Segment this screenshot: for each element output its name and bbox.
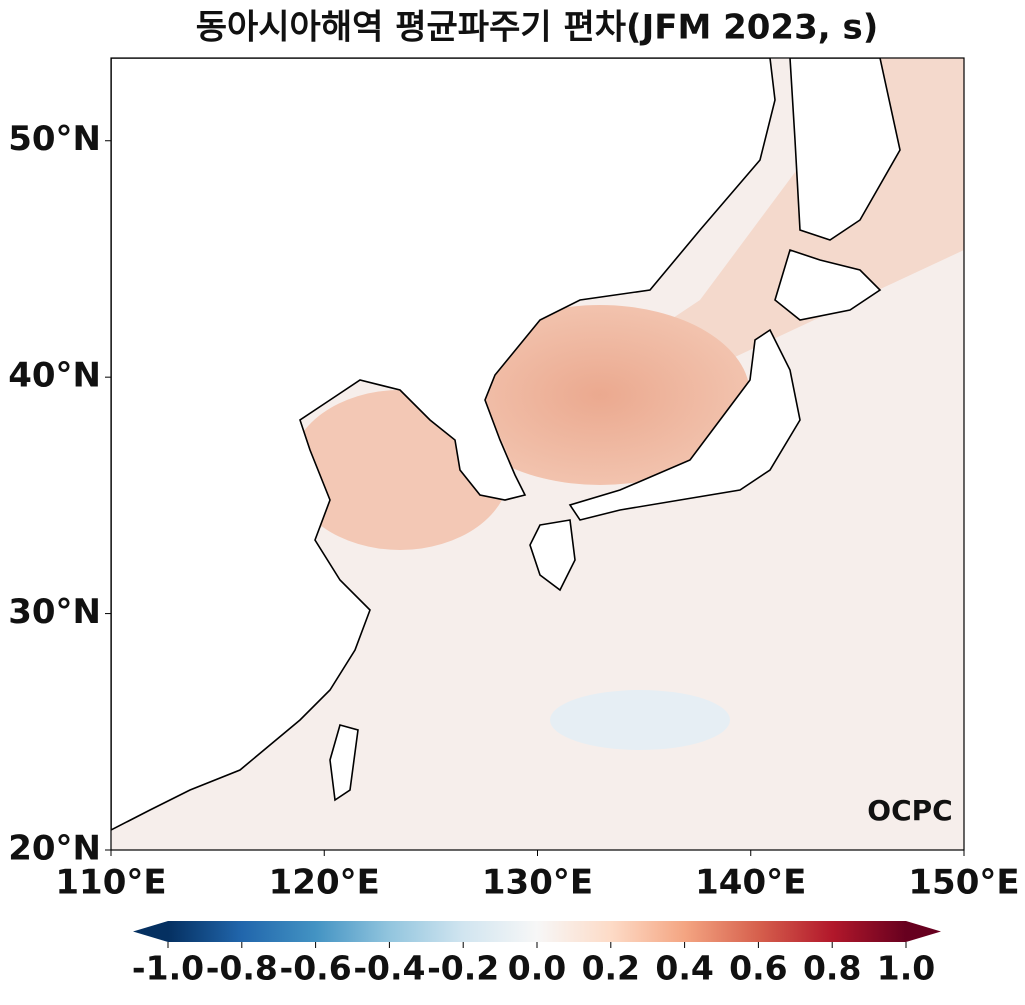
y-tick-label: 20°N <box>8 829 101 869</box>
colorbar-tick-label: 0.4 <box>655 949 713 988</box>
ocean-cool <box>550 690 730 750</box>
colorbar-extend-low <box>133 921 168 942</box>
colorbar-extend-high <box>906 921 941 942</box>
x-tick-label: 130°E <box>482 863 593 903</box>
y-tick-label: 50°N <box>8 119 101 159</box>
honshu <box>568 328 801 521</box>
colorbar-tick-label: 1.0 <box>877 949 935 988</box>
colorbar-tick-label: -0.6 <box>280 949 352 988</box>
colorbar-tick-label: -1.0 <box>132 949 204 988</box>
colorbar-tick-label: 0.8 <box>803 949 861 988</box>
kyushu <box>529 519 576 592</box>
chart-title: 동아시아해역 평균파주기 편차(JFM 2023, s) <box>196 8 879 48</box>
x-tick-label: 110°E <box>55 863 166 903</box>
x-tick-label: 150°E <box>908 863 1019 903</box>
sakhalin <box>789 58 901 241</box>
hokkaido <box>774 248 882 321</box>
colorbar-tick-label: -0.4 <box>353 949 425 988</box>
y-tick-label: 40°N <box>8 356 101 396</box>
colorbar-tick-label: -0.2 <box>427 949 499 988</box>
taiwan <box>329 724 359 802</box>
x-tick-label: 140°E <box>695 863 806 903</box>
colorbar-tick-label: -0.8 <box>206 949 278 988</box>
colorbar-tick-label: 0.0 <box>508 949 566 988</box>
colorbar <box>168 921 906 942</box>
east-sea <box>450 305 750 485</box>
colorbar-tick-label: 0.2 <box>582 949 640 988</box>
map-field <box>111 58 964 850</box>
colorbar-tick-label: 0.6 <box>729 949 787 988</box>
x-tick-label: 120°E <box>269 863 380 903</box>
ocean-warm <box>111 58 964 850</box>
logo: OCPC <box>867 794 952 827</box>
mainland <box>111 58 776 831</box>
y-tick-label: 30°N <box>8 592 101 632</box>
